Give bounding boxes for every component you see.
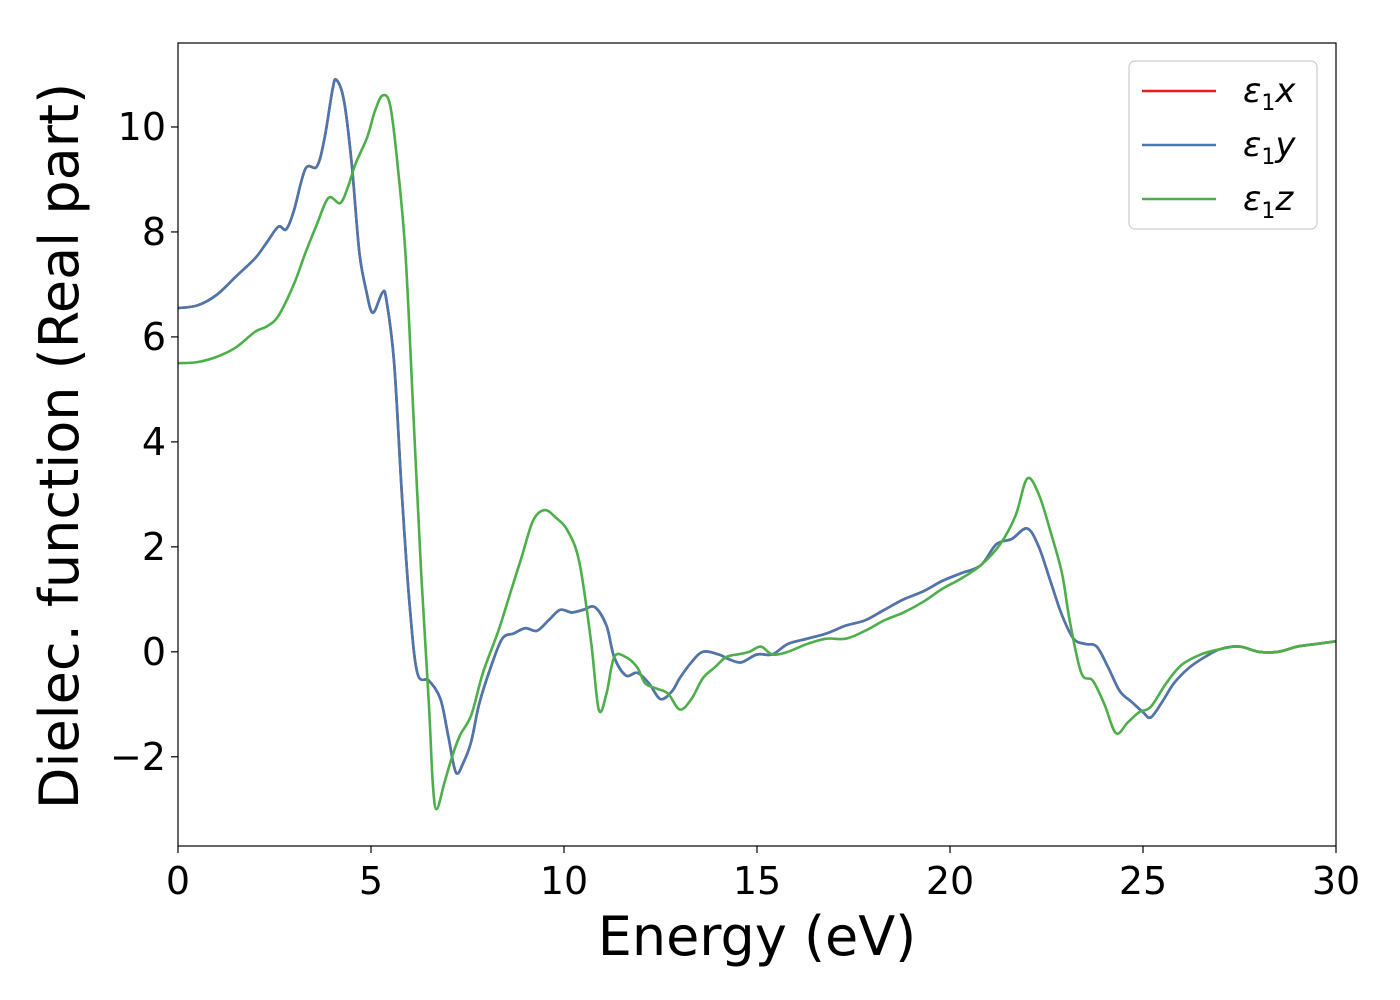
- y-tick-label: 2: [142, 525, 166, 569]
- y-tick-label: 8: [142, 210, 166, 254]
- x-tick-label: 5: [359, 859, 383, 903]
- x-tick-label: 0: [166, 859, 190, 903]
- x-axis-ticks: 0 5 10 15 20 25 30: [166, 846, 1360, 903]
- y-tick-label: 6: [142, 315, 166, 359]
- x-tick-label: 30: [1312, 859, 1360, 903]
- x-tick-label: 20: [926, 859, 974, 903]
- legend: ε1x ε1y ε1z: [1128, 60, 1318, 230]
- legend-label-x: ε1x: [1243, 71, 1296, 116]
- series-line-y: [178, 77, 1336, 775]
- series-line-z: [178, 93, 1336, 811]
- x-tick-label: 15: [733, 859, 781, 903]
- legend-label-y: ε1y: [1243, 125, 1296, 170]
- x-tick-label: 10: [540, 859, 588, 903]
- y-tick-label: 4: [142, 420, 166, 464]
- y-tick-label: 10: [118, 105, 166, 149]
- series-layer: [178, 77, 1336, 811]
- y-tick-label: 0: [142, 630, 166, 674]
- x-tick-label: 25: [1119, 859, 1167, 903]
- y-axis-ticks: −2 0 2 4 6 8 10: [110, 105, 178, 779]
- legend-box: [1128, 60, 1318, 230]
- legend-label-z: ε1z: [1243, 179, 1294, 224]
- x-axis-label: Energy (eV): [598, 905, 917, 968]
- y-tick-label: −2: [110, 735, 166, 779]
- y-axis-label: Dielec. function (Real part): [28, 83, 91, 809]
